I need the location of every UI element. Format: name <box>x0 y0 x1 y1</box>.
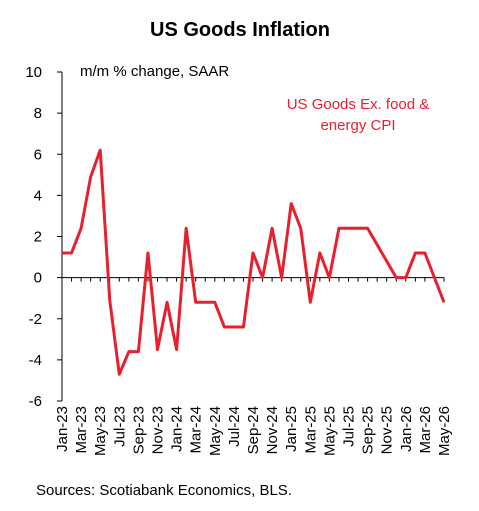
x-tick-label: Nov-25 <box>379 406 396 454</box>
x-tick-label: Jan-25 <box>283 406 300 452</box>
y-tick-label: 4 <box>34 187 42 204</box>
y-tick-label: -4 <box>29 352 42 369</box>
x-tick-label: May-24 <box>207 406 224 456</box>
y-tick-label: 10 <box>25 64 42 81</box>
y-tick-label: -6 <box>29 393 42 410</box>
y-tick-label: 2 <box>34 229 42 246</box>
chart-title: US Goods Inflation <box>150 19 330 41</box>
y-tick-label: 0 <box>34 270 42 287</box>
x-tick-label: Nov-23 <box>150 406 167 454</box>
x-tick-label: May-26 <box>436 406 453 456</box>
x-tick-label: Jul-23 <box>111 406 128 447</box>
x-tick-label: Mar-25 <box>302 406 319 454</box>
y-tick-label: 6 <box>34 146 42 163</box>
y-tick-label: 8 <box>34 105 42 122</box>
x-tick-label: Nov-24 <box>264 406 281 454</box>
x-tick-label: Mar-24 <box>188 406 205 454</box>
x-tick-label: Mar-26 <box>417 406 434 454</box>
x-tick-label: Mar-23 <box>73 406 90 454</box>
x-tick-label: Jan-23 <box>54 406 71 452</box>
x-tick-label: May-25 <box>321 406 338 456</box>
x-tick-label: Jul-24 <box>226 406 243 447</box>
x-tick-label: Sep-24 <box>245 406 262 454</box>
source: Sources: Scotiabank Economics, BLS. <box>36 482 292 499</box>
x-tick-label: Jul-25 <box>341 406 358 447</box>
x-tick-label: Jan-26 <box>398 406 415 452</box>
x-tick-label: May-23 <box>92 406 109 456</box>
y-axis-label: m/m % change, SAAR <box>80 63 229 80</box>
line <box>62 148 446 376</box>
x-tick-label: Jan-24 <box>169 406 186 452</box>
legend-entry: US Goods Ex. food & energy CPI <box>286 96 430 134</box>
x-tick-label: Sep-25 <box>360 406 377 454</box>
y-tick-label: -2 <box>29 311 42 328</box>
x-tick-label: Sep-23 <box>130 406 147 454</box>
